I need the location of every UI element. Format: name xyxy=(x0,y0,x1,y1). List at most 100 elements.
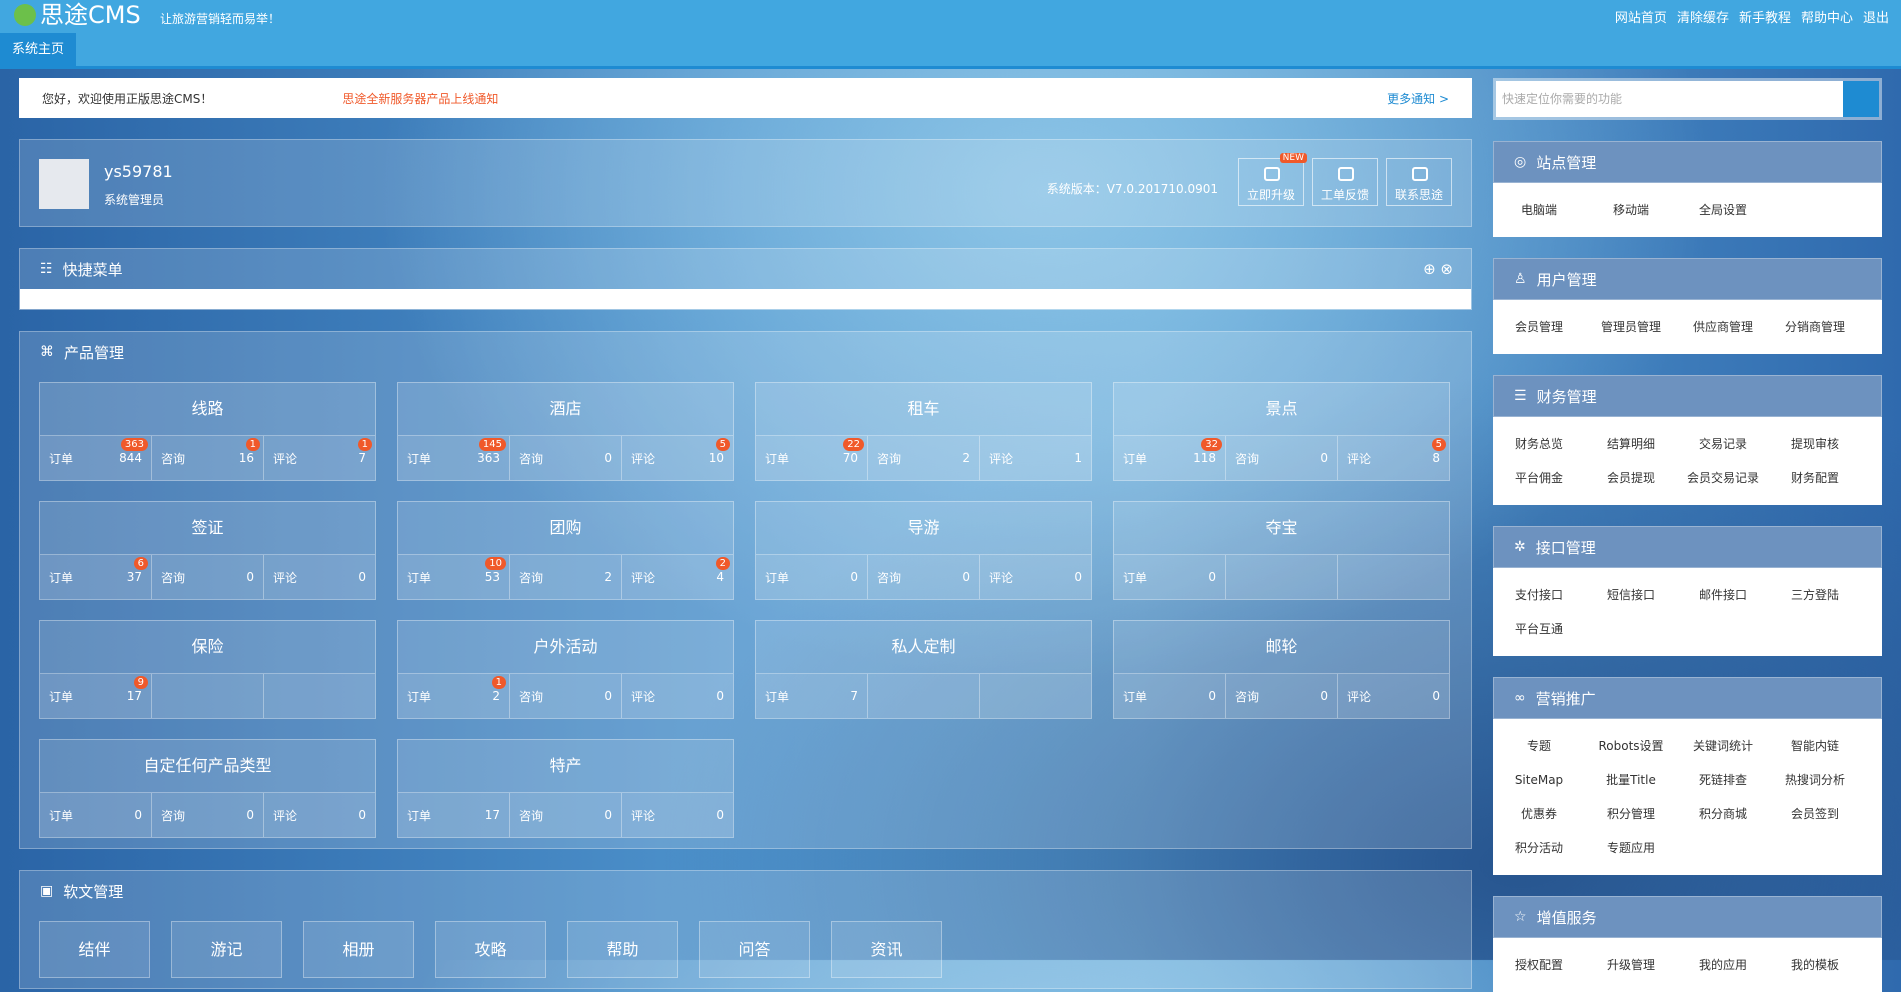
menu-item[interactable]: 分销商管理 xyxy=(1784,320,1845,334)
search: 快速定位你需要的功能 xyxy=(1493,78,1882,120)
product-card[interactable]: 签证 订单 37 6 咨询 0 评论 0 xyxy=(39,501,376,600)
product-card[interactable]: 私人定制 订单 7 xyxy=(755,620,1092,719)
action-button[interactable]: 联系思途 xyxy=(1386,158,1452,206)
menu-item[interactable]: 批量Title xyxy=(1606,773,1656,787)
menu-item[interactable]: 财务配置 xyxy=(1790,471,1839,485)
menu-item[interactable]: 平台佣金 xyxy=(1514,471,1563,485)
stat-cell xyxy=(1338,555,1449,599)
article-item[interactable]: 相册 xyxy=(303,921,414,978)
menu-item[interactable]: 我的应用 xyxy=(1698,958,1747,972)
search-input[interactable]: 快速定位你需要的功能 xyxy=(1496,81,1843,117)
logo[interactable]: 思途CMS xyxy=(14,0,141,30)
article-item[interactable]: 资讯 xyxy=(831,921,942,978)
menu-item[interactable]: 授权配置 xyxy=(1514,958,1563,972)
menu-item[interactable]: 专题 xyxy=(1526,739,1551,753)
icon xyxy=(1412,167,1428,181)
menu-item[interactable]: 短信接口 xyxy=(1606,588,1655,602)
panel-controls[interactable]: ⊕ ⊗ xyxy=(1423,260,1453,278)
nav-link[interactable]: 新手教程 xyxy=(1738,11,1791,26)
product-stats: 订单 2 1 咨询 0 评论 0 xyxy=(398,673,733,718)
slogan: 让旅游营销轻而易举！ xyxy=(160,12,281,26)
menu-item[interactable]: 全局设置 xyxy=(1698,203,1747,217)
stat-value: 0 xyxy=(604,451,612,465)
menu-item[interactable]: 结算明细 xyxy=(1606,437,1655,451)
menu-item[interactable]: SiteMap xyxy=(1514,773,1564,787)
article-item[interactable]: 游记 xyxy=(171,921,282,978)
menu-item[interactable]: 关键词统计 xyxy=(1692,739,1753,753)
articles-panel: ▣ 软文管理 结伴 游记 相册 攻略 帮助 问答 资讯 xyxy=(19,870,1472,989)
menu-item[interactable]: 电脑端 xyxy=(1520,203,1557,217)
article-item[interactable]: 问答 xyxy=(699,921,810,978)
tab[interactable]: 系统主页 xyxy=(0,33,77,66)
product-card[interactable]: 导游 订单 0 咨询 0 评论 0 xyxy=(755,501,1092,600)
product-card[interactable]: 酒店 订单 363 145 咨询 0 评论 10 5 xyxy=(397,382,734,481)
stat-value: 70 xyxy=(842,451,858,465)
menu-item[interactable]: 升级管理 xyxy=(1606,958,1655,972)
menu-item[interactable]: 死链排查 xyxy=(1698,773,1747,787)
menu-item[interactable]: 会员管理 xyxy=(1514,320,1563,334)
menu-item[interactable]: 邮件接口 xyxy=(1698,588,1747,602)
article-item[interactable]: 攻略 xyxy=(435,921,546,978)
product-card[interactable]: 保险 订单 17 9 xyxy=(39,620,376,719)
menu-item[interactable]: 智能内链 xyxy=(1790,739,1839,753)
product-stats: 订单 17 咨询 0 评论 0 xyxy=(398,792,733,837)
action-button[interactable]: 立即升级 NEW xyxy=(1238,153,1307,206)
stat-value: 118 xyxy=(1193,451,1216,465)
stat-badge: 1 xyxy=(245,438,260,451)
menu-item[interactable]: 供应商管理 xyxy=(1692,320,1753,334)
side-panel: ◎ 站点管理 电脑端 移动端 全局设置 xyxy=(1493,141,1882,237)
nav-link[interactable]: 帮助中心 xyxy=(1800,11,1853,26)
side-panel: ∞ 营销推广 专题 Robots设置 关键词统计 智能内链 SiteMap 批量Title 死链… xyxy=(1493,677,1882,875)
stat-value: 0 xyxy=(1320,689,1328,703)
stat-cell: 订单 844 363 xyxy=(40,436,152,480)
nav-link[interactable]: 网站首页 xyxy=(1614,11,1667,26)
stat-label: 咨询 xyxy=(519,570,544,585)
product-card[interactable]: 户外活动 订单 2 1 咨询 0 评论 0 xyxy=(397,620,734,719)
stat-cell: 订单 0 xyxy=(756,555,868,599)
stat-label: 订单 xyxy=(1123,570,1148,585)
product-card[interactable]: 租车 订单 70 22 咨询 2 评论 1 xyxy=(755,382,1092,481)
menu-item[interactable]: 会员交易记录 xyxy=(1686,471,1759,485)
panel-header: ♙ 用户管理 xyxy=(1493,258,1882,300)
panel-title: 站点管理 xyxy=(1536,153,1597,172)
product-card[interactable]: 自定任何产品类型 订单 0 咨询 0 评论 0 xyxy=(39,739,376,838)
stat-cell xyxy=(152,674,264,718)
menu-item[interactable]: 热搜词分析 xyxy=(1784,773,1845,787)
menu-item[interactable]: 财务总览 xyxy=(1514,437,1563,451)
menu-item[interactable]: 专题应用 xyxy=(1606,841,1655,855)
menu-item[interactable]: 优惠券 xyxy=(1520,807,1557,821)
more-link[interactable]: 更多通知 > xyxy=(1387,91,1449,106)
product-card[interactable]: 线路 订单 844 363 咨询 16 1 评论 7 1 xyxy=(39,382,376,481)
product-name: 特产 xyxy=(549,756,582,775)
action-button[interactable]: 工单反馈 xyxy=(1312,158,1378,206)
menu-item[interactable]: 平台互通 xyxy=(1514,622,1563,636)
product-card[interactable]: 特产订单 17 咨询 0 评论 0 xyxy=(397,739,734,838)
product-card[interactable]: 景点 订单 118 32 咨询 0 评论 8 5 xyxy=(1113,382,1450,481)
menu-item[interactable]: 移动端 xyxy=(1612,203,1649,217)
stat-label: 订单 xyxy=(407,570,432,585)
menu-item[interactable]: 会员提现 xyxy=(1606,471,1655,485)
menu-item[interactable]: Robots设置 xyxy=(1598,739,1664,753)
side-panel: ☆ 增值服务 授权配置 升级管理 我的应用 我的模板 xyxy=(1493,896,1882,992)
nav-link[interactable]: 退出 xyxy=(1862,11,1889,26)
panel-items: 会员管理 管理员管理 供应商管理 分销商管理 xyxy=(1493,300,1882,354)
nav-link[interactable]: 清除缓存 xyxy=(1676,11,1729,26)
search-button[interactable] xyxy=(1843,81,1879,117)
menu-item[interactable]: 支付接口 xyxy=(1514,588,1563,602)
article-item[interactable]: 帮助 xyxy=(567,921,678,978)
menu-item[interactable]: 三方登陆 xyxy=(1790,588,1839,602)
menu-item[interactable]: 积分商城 xyxy=(1698,807,1747,821)
product-card[interactable]: 夺宝 订单 0 xyxy=(1113,501,1450,600)
article-item[interactable]: 结伴 xyxy=(39,921,150,978)
products-panel: ⌘ 产品管理 线路 订单 844 363 咨询 16 1 评论 7 1 酒店 订单 363 145 咨询 0 评论… xyxy=(19,331,1472,849)
menu-item[interactable]: 积分活动 xyxy=(1514,841,1563,855)
product-card[interactable]: 团购 订单 53 10 咨询 2 评论 4 2 xyxy=(397,501,734,600)
news-link[interactable]: 思途全新服务器产品上线通知 xyxy=(342,91,499,106)
menu-item[interactable]: 交易记录 xyxy=(1698,437,1747,451)
menu-item[interactable]: 我的模板 xyxy=(1790,958,1839,972)
menu-item[interactable]: 提现审核 xyxy=(1790,437,1839,451)
menu-item[interactable]: 积分管理 xyxy=(1606,807,1655,821)
product-card[interactable]: 邮轮 订单 0 咨询 0 评论 0 xyxy=(1113,620,1450,719)
menu-item[interactable]: 会员签到 xyxy=(1790,807,1839,821)
menu-item[interactable]: 管理员管理 xyxy=(1600,320,1661,334)
